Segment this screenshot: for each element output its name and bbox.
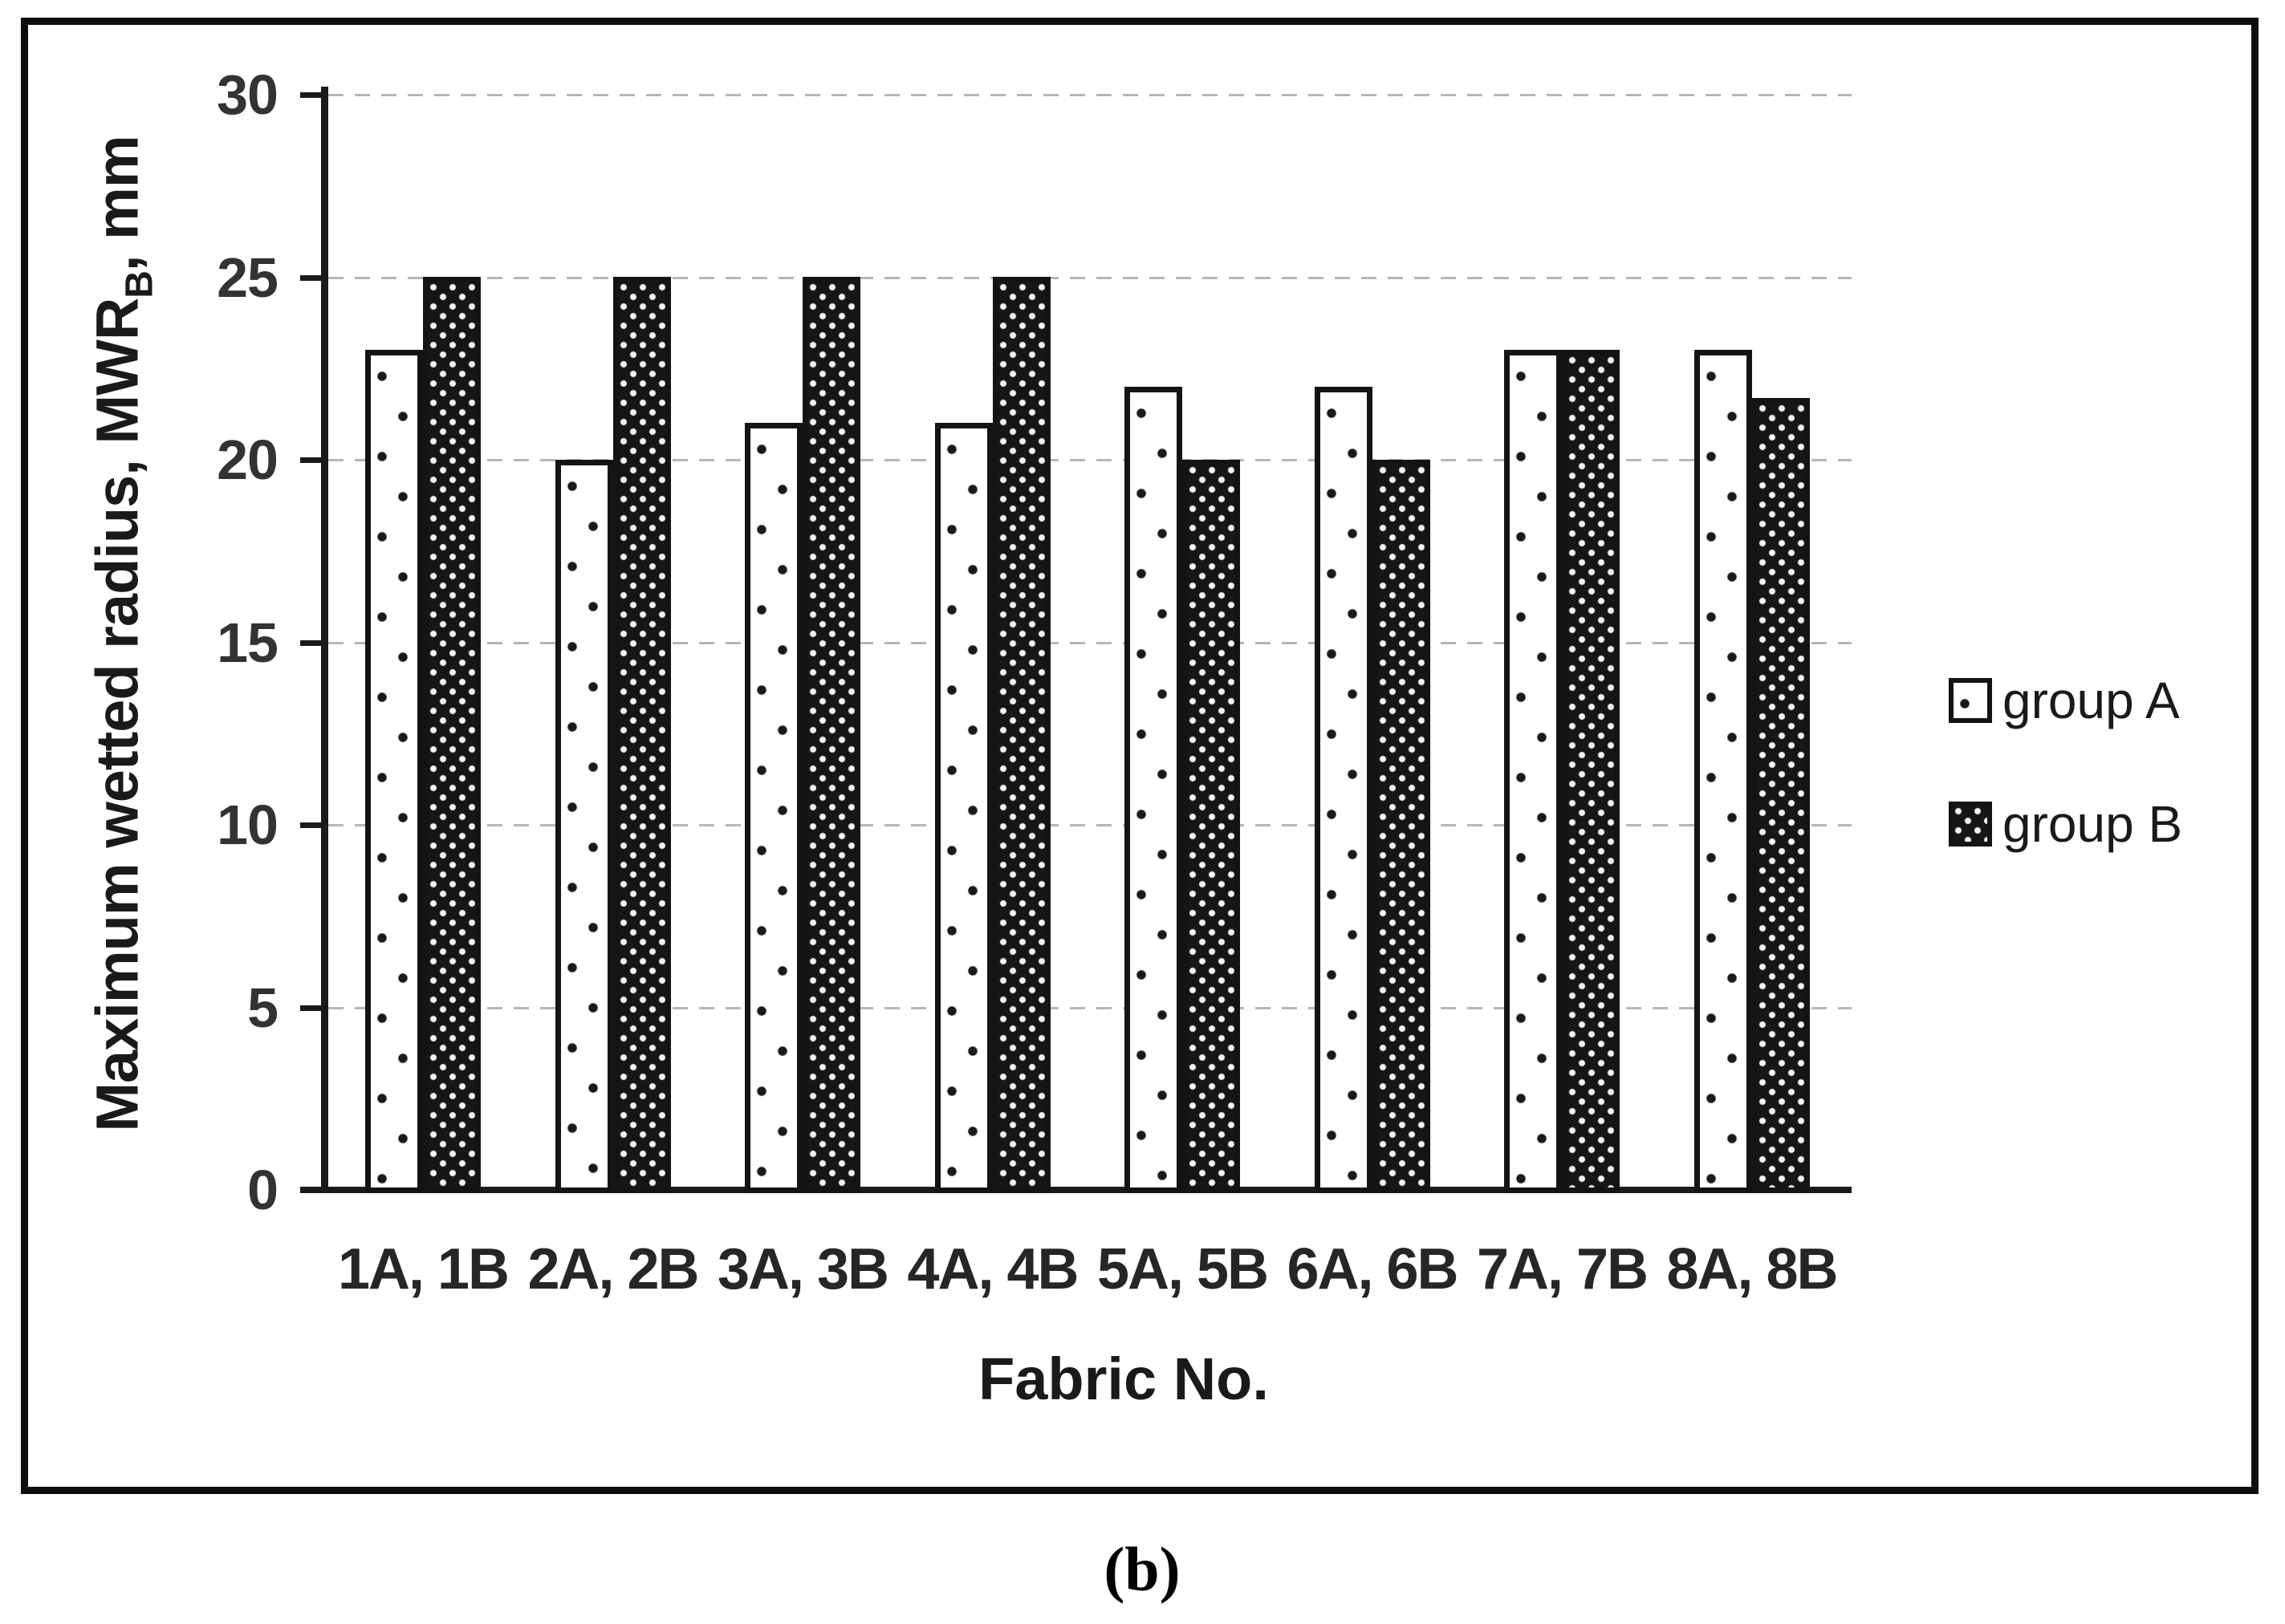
- gridline-15: [328, 641, 1852, 644]
- bar-group-b-6: [1372, 460, 1430, 1193]
- bar-group-a-5: [1124, 387, 1182, 1193]
- bar-group-a-2: [555, 460, 613, 1193]
- bar-group-b-5: [1182, 460, 1240, 1193]
- x-category-label-6: 6A, 6B: [1287, 1237, 1458, 1301]
- x-axis-line: [300, 1187, 1852, 1193]
- legend-label-group-a: group A: [2002, 672, 2180, 729]
- y-tick-0: [300, 1188, 321, 1193]
- y-tick-label-15: 15: [217, 611, 279, 674]
- bar-group-a-3: [745, 423, 803, 1193]
- y-tick-label-20: 20: [217, 428, 279, 491]
- figure-caption: (b): [1104, 1534, 1181, 1604]
- y-tick-label-25: 25: [217, 246, 279, 309]
- x-category-label-5: 5A, 5B: [1096, 1237, 1269, 1301]
- legend-swatch-group-b: [1949, 802, 1992, 847]
- x-category-label-3: 3A, 3B: [717, 1237, 889, 1301]
- x-category-label-2: 2A, 2B: [527, 1237, 699, 1301]
- legend-item-group-b: group B: [1949, 798, 2182, 850]
- legend-label-group-b: group B: [2002, 795, 2183, 853]
- bar-group-b-8: [1751, 398, 1810, 1193]
- x-axis-title: Fabric No.: [978, 1346, 1269, 1412]
- bar-group-a-6: [1314, 387, 1372, 1193]
- y-tick-label-5: 5: [247, 976, 279, 1039]
- bar-group-a-8: [1693, 350, 1752, 1193]
- bar-group-a-4: [934, 423, 993, 1193]
- y-tick-label-10: 10: [217, 794, 279, 856]
- bar-group-b-2: [612, 277, 671, 1193]
- y-tick-30: [300, 92, 321, 98]
- y-tick-label-0: 0: [247, 1159, 279, 1221]
- y-tick-5: [300, 1005, 321, 1011]
- legend: group A group B: [1949, 675, 2182, 850]
- bar-group-b-1: [423, 277, 481, 1193]
- y-axis-line: [321, 87, 328, 1193]
- x-category-label-1: 1A, 1B: [337, 1237, 510, 1301]
- gridline-30: [328, 94, 1852, 96]
- x-category-label-8: 8A, 8B: [1666, 1237, 1838, 1301]
- legend-item-group-a: group A: [1949, 675, 2182, 726]
- y-tick-25: [300, 274, 321, 281]
- gridline-25: [328, 276, 1852, 279]
- bar-group-a-7: [1504, 350, 1562, 1193]
- y-tick-label-30: 30: [217, 63, 279, 126]
- x-category-label-4: 4A, 4B: [907, 1237, 1079, 1301]
- gridline-5: [328, 1006, 1852, 1009]
- gridline-10: [328, 824, 1852, 826]
- bar-group-b-4: [992, 277, 1051, 1193]
- bar-group-b-3: [803, 277, 860, 1193]
- y-tick-20: [300, 457, 321, 463]
- gridline-20: [328, 459, 1852, 461]
- y-tick-15: [300, 639, 321, 646]
- x-category-label-7: 7A, 7B: [1476, 1237, 1649, 1301]
- y-tick-10: [300, 822, 321, 828]
- bar-group-b-7: [1562, 350, 1620, 1193]
- bar-group-a-1: [365, 350, 423, 1193]
- legend-swatch-group-a: [1949, 678, 1992, 723]
